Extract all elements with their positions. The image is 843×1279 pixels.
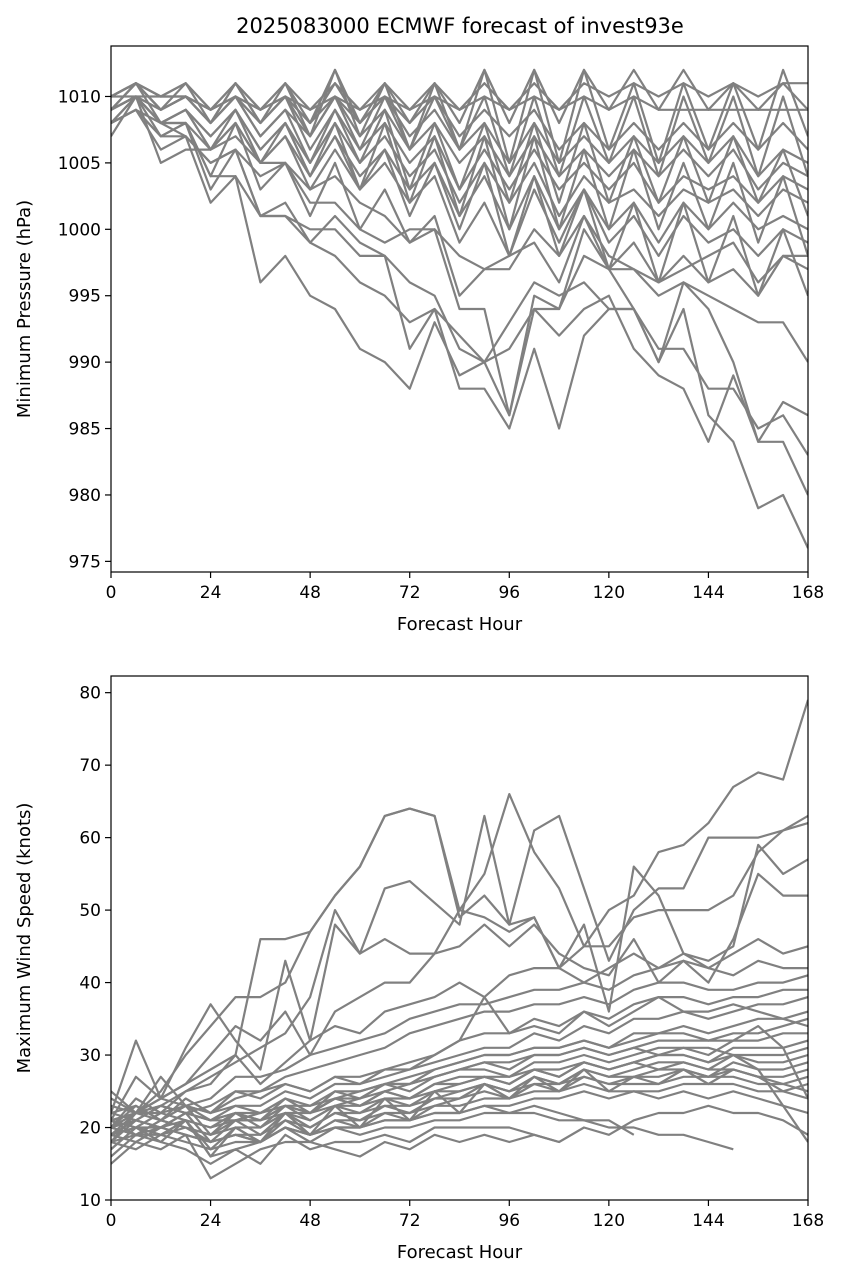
x-tick-label: 24: [200, 583, 222, 603]
series-line-16: [111, 95, 808, 178]
y-tick-label: 1010: [58, 87, 101, 107]
y-axis-label: Maximum Wind Speed (knots): [14, 803, 35, 1074]
y-tick-label: 40: [79, 974, 101, 994]
series-line-4: [111, 843, 808, 1114]
series-line-20: [111, 1082, 808, 1151]
figure-title: 2025083000 ECMWF forecast of invest93e: [236, 14, 684, 38]
x-tick-label: 144: [692, 583, 724, 603]
series-line-3: [111, 814, 808, 1136]
series-line-5: [111, 872, 808, 1121]
series-line-18: [111, 95, 808, 257]
x-tick-label: 72: [399, 1211, 421, 1231]
series-line-3: [111, 108, 808, 496]
y-tick-label: 975: [69, 552, 101, 572]
series-line-19: [111, 82, 808, 111]
series-line-6: [111, 937, 808, 1129]
x-axis-label: Forecast Hour: [397, 1242, 523, 1263]
x-tick-label: 96: [498, 1211, 520, 1231]
x-tick-label: 144: [692, 1211, 724, 1231]
pressure-panel: 0 24 48 72 96 120 144 168 975 980 985 990 995 1000 100…: [14, 45, 824, 635]
y-tick-label: 30: [79, 1046, 101, 1066]
series-line-20: [111, 95, 808, 111]
x-axis-label: Forecast Hour: [397, 614, 523, 635]
x-tick-label: 120: [593, 583, 625, 603]
series-line-17: [111, 95, 808, 217]
wind-panel: 0 24 48 72 96 120 144 168 10 20 30 40 50 60 70 80 Foreca…: [14, 675, 824, 1263]
y-tick-label: 60: [79, 829, 101, 849]
series-line-29: [111, 1024, 808, 1115]
series-line-22: [111, 108, 808, 297]
series-line-10: [111, 996, 808, 1122]
series-line-25: [111, 1126, 560, 1165]
y-tick-label: 1005: [58, 154, 101, 174]
series-line-26: [111, 1104, 635, 1144]
series-line-1: [111, 95, 808, 456]
y-tick-label: 80: [79, 684, 101, 704]
series-line-19: [111, 1075, 808, 1144]
axes-frame: [110, 675, 809, 1201]
y-tick-label: 985: [69, 420, 101, 440]
x-tick-label: 120: [593, 1211, 625, 1231]
x-tick-label: 0: [106, 583, 117, 603]
y-axis-label: Minimum Pressure (hPa): [14, 200, 35, 418]
axes-frame: [110, 45, 809, 573]
series-line-4: [111, 95, 808, 549]
series-line-24: [111, 1104, 808, 1180]
series-group: [111, 68, 808, 549]
x-tick-label: 168: [792, 1211, 824, 1231]
y-tick-label: 50: [79, 901, 101, 921]
y-tick-label: 70: [79, 756, 101, 776]
series-line-7: [111, 959, 808, 1136]
x-tick-label: 48: [299, 1211, 321, 1231]
y-tick-label: 1000: [58, 220, 101, 240]
series-line-30: [111, 995, 808, 1129]
x-tick-label: 0: [106, 1211, 117, 1231]
series-line-7: [111, 95, 808, 297]
y-tick-label: 10: [79, 1191, 101, 1211]
x-tick-label: 96: [498, 583, 520, 603]
series-line-2: [111, 807, 808, 1129]
series-line-21: [111, 68, 808, 125]
series-line-8: [111, 974, 808, 1143]
series-group: [111, 699, 808, 1180]
series-line-22: [111, 1061, 808, 1122]
series-line-16: [111, 1053, 808, 1129]
x-tick-label: 72: [399, 583, 421, 603]
series-line-27: [111, 1111, 734, 1158]
y-tick-label: 980: [69, 486, 101, 506]
x-tick-label: 168: [792, 583, 824, 603]
y-tick-label: 20: [79, 1119, 101, 1139]
y-tick-label: 995: [69, 287, 101, 307]
series-line-28: [111, 1046, 808, 1143]
y-tick-label: 990: [69, 353, 101, 373]
x-tick-label: 48: [299, 583, 321, 603]
x-tick-label: 24: [200, 1211, 222, 1231]
